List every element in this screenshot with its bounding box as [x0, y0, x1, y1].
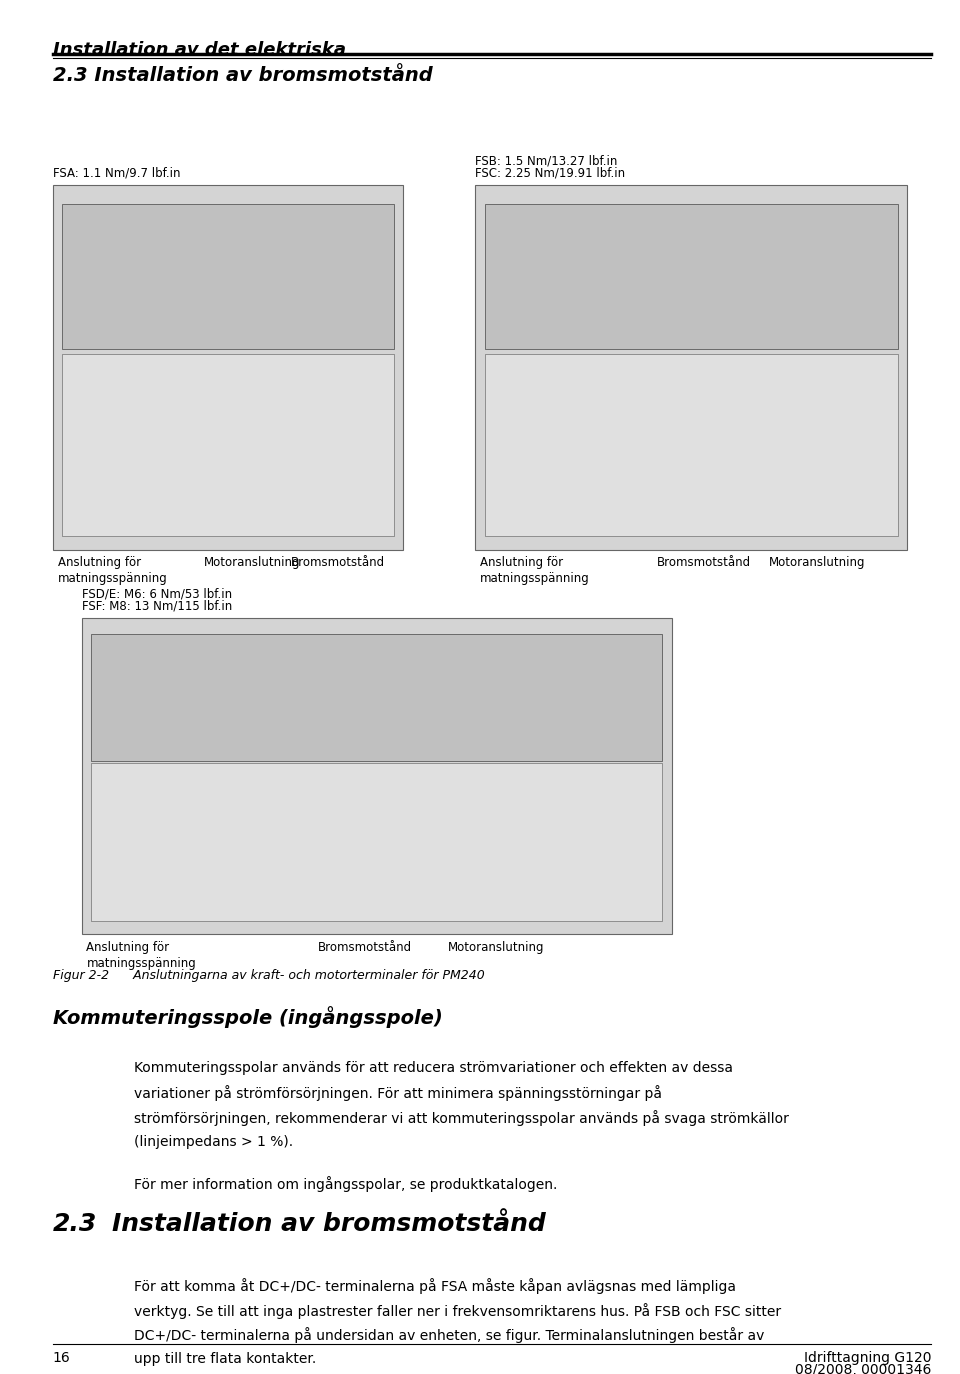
Text: Anslutning för
matningsspänning: Anslutning för matningsspänning	[58, 556, 167, 585]
Text: upp till tre flata kontakter.: upp till tre flata kontakter.	[134, 1352, 317, 1366]
Bar	[53, 185, 403, 550]
Text: 2.3: 2.3	[53, 1212, 97, 1235]
Text: För mer information om ingångsspolar, se produktkatalogen.: För mer information om ingångsspolar, se…	[134, 1176, 558, 1193]
Text: Motoranslutning: Motoranslutning	[204, 556, 300, 569]
Text: verktyg. Se till att inga plastrester faller ner i frekvensomriktarens hus. På F: verktyg. Se till att inga plastrester fa…	[134, 1303, 781, 1319]
Text: (linjeimpedans > 1 %).: (linjeimpedans > 1 %).	[134, 1135, 294, 1149]
Text: FSB: 1.5 Nm/13.27 lbf.in: FSB: 1.5 Nm/13.27 lbf.in	[475, 155, 617, 168]
Bar	[82, 618, 672, 934]
Text: Figur 2-2      Anslutningarna av kraft- och motorterminaler för PM240: Figur 2-2 Anslutningarna av kraft- och m…	[53, 969, 485, 981]
Bar	[62, 354, 394, 536]
Text: FSC: 2.25 Nm/19.91 lbf.in: FSC: 2.25 Nm/19.91 lbf.in	[475, 168, 625, 180]
Text: 08/2008, 00001346: 08/2008, 00001346	[795, 1363, 931, 1374]
Bar	[485, 203, 898, 349]
Text: Installation av bromsmotstånd: Installation av bromsmotstånd	[112, 1212, 546, 1235]
Bar	[91, 635, 662, 761]
Bar	[62, 203, 394, 349]
Text: FSD/E: M6: 6 Nm/53 lbf.in: FSD/E: M6: 6 Nm/53 lbf.in	[82, 588, 231, 600]
Text: FSA: 1.1 Nm/9.7 lbf.in: FSA: 1.1 Nm/9.7 lbf.in	[53, 168, 180, 180]
Text: Kommuteringsspole (ingångsspole): Kommuteringsspole (ingångsspole)	[53, 1006, 443, 1028]
Text: 2.3 Installation av bromsmotstånd: 2.3 Installation av bromsmotstånd	[53, 66, 433, 85]
Text: variationer på strömförsörjningen. För att minimera spänningsstörningar på: variationer på strömförsörjningen. För a…	[134, 1085, 662, 1102]
Text: Bromsmotstånd: Bromsmotstånd	[657, 556, 751, 569]
Bar	[475, 185, 907, 550]
Text: Anslutning för
matningsspänning: Anslutning för matningsspänning	[480, 556, 589, 585]
Text: Motoranslutning: Motoranslutning	[447, 941, 544, 954]
Text: FSF: M8: 13 Nm/115 lbf.in: FSF: M8: 13 Nm/115 lbf.in	[82, 600, 232, 613]
Text: Bromsmotstånd: Bromsmotstånd	[291, 556, 385, 569]
Bar	[485, 354, 898, 536]
Text: Installation av det elektriska: Installation av det elektriska	[53, 41, 346, 59]
Text: DC+/DC- terminalerna på undersidan av enheten, se figur. Terminalanslutningen be: DC+/DC- terminalerna på undersidan av en…	[134, 1327, 765, 1344]
Text: Kommuteringsspolar används för att reducera strömvariationer och effekten av des: Kommuteringsspolar används för att reduc…	[134, 1061, 733, 1074]
Text: Anslutning för
matningsspänning: Anslutning för matningsspänning	[86, 941, 196, 970]
Bar	[91, 763, 662, 921]
Text: Idrifttagning G120: Idrifttagning G120	[804, 1351, 931, 1364]
Text: För att komma åt DC+/DC- terminalerna på FSA måste kåpan avlägsnas med lämpliga: För att komma åt DC+/DC- terminalerna på…	[134, 1278, 736, 1294]
Text: Motoranslutning: Motoranslutning	[769, 556, 866, 569]
Text: Bromsmotstånd: Bromsmotstånd	[318, 941, 412, 954]
Text: 16: 16	[53, 1351, 70, 1364]
Text: strömförsörjningen, rekommenderar vi att kommuteringsspolar används på svaga str: strömförsörjningen, rekommenderar vi att…	[134, 1110, 789, 1127]
